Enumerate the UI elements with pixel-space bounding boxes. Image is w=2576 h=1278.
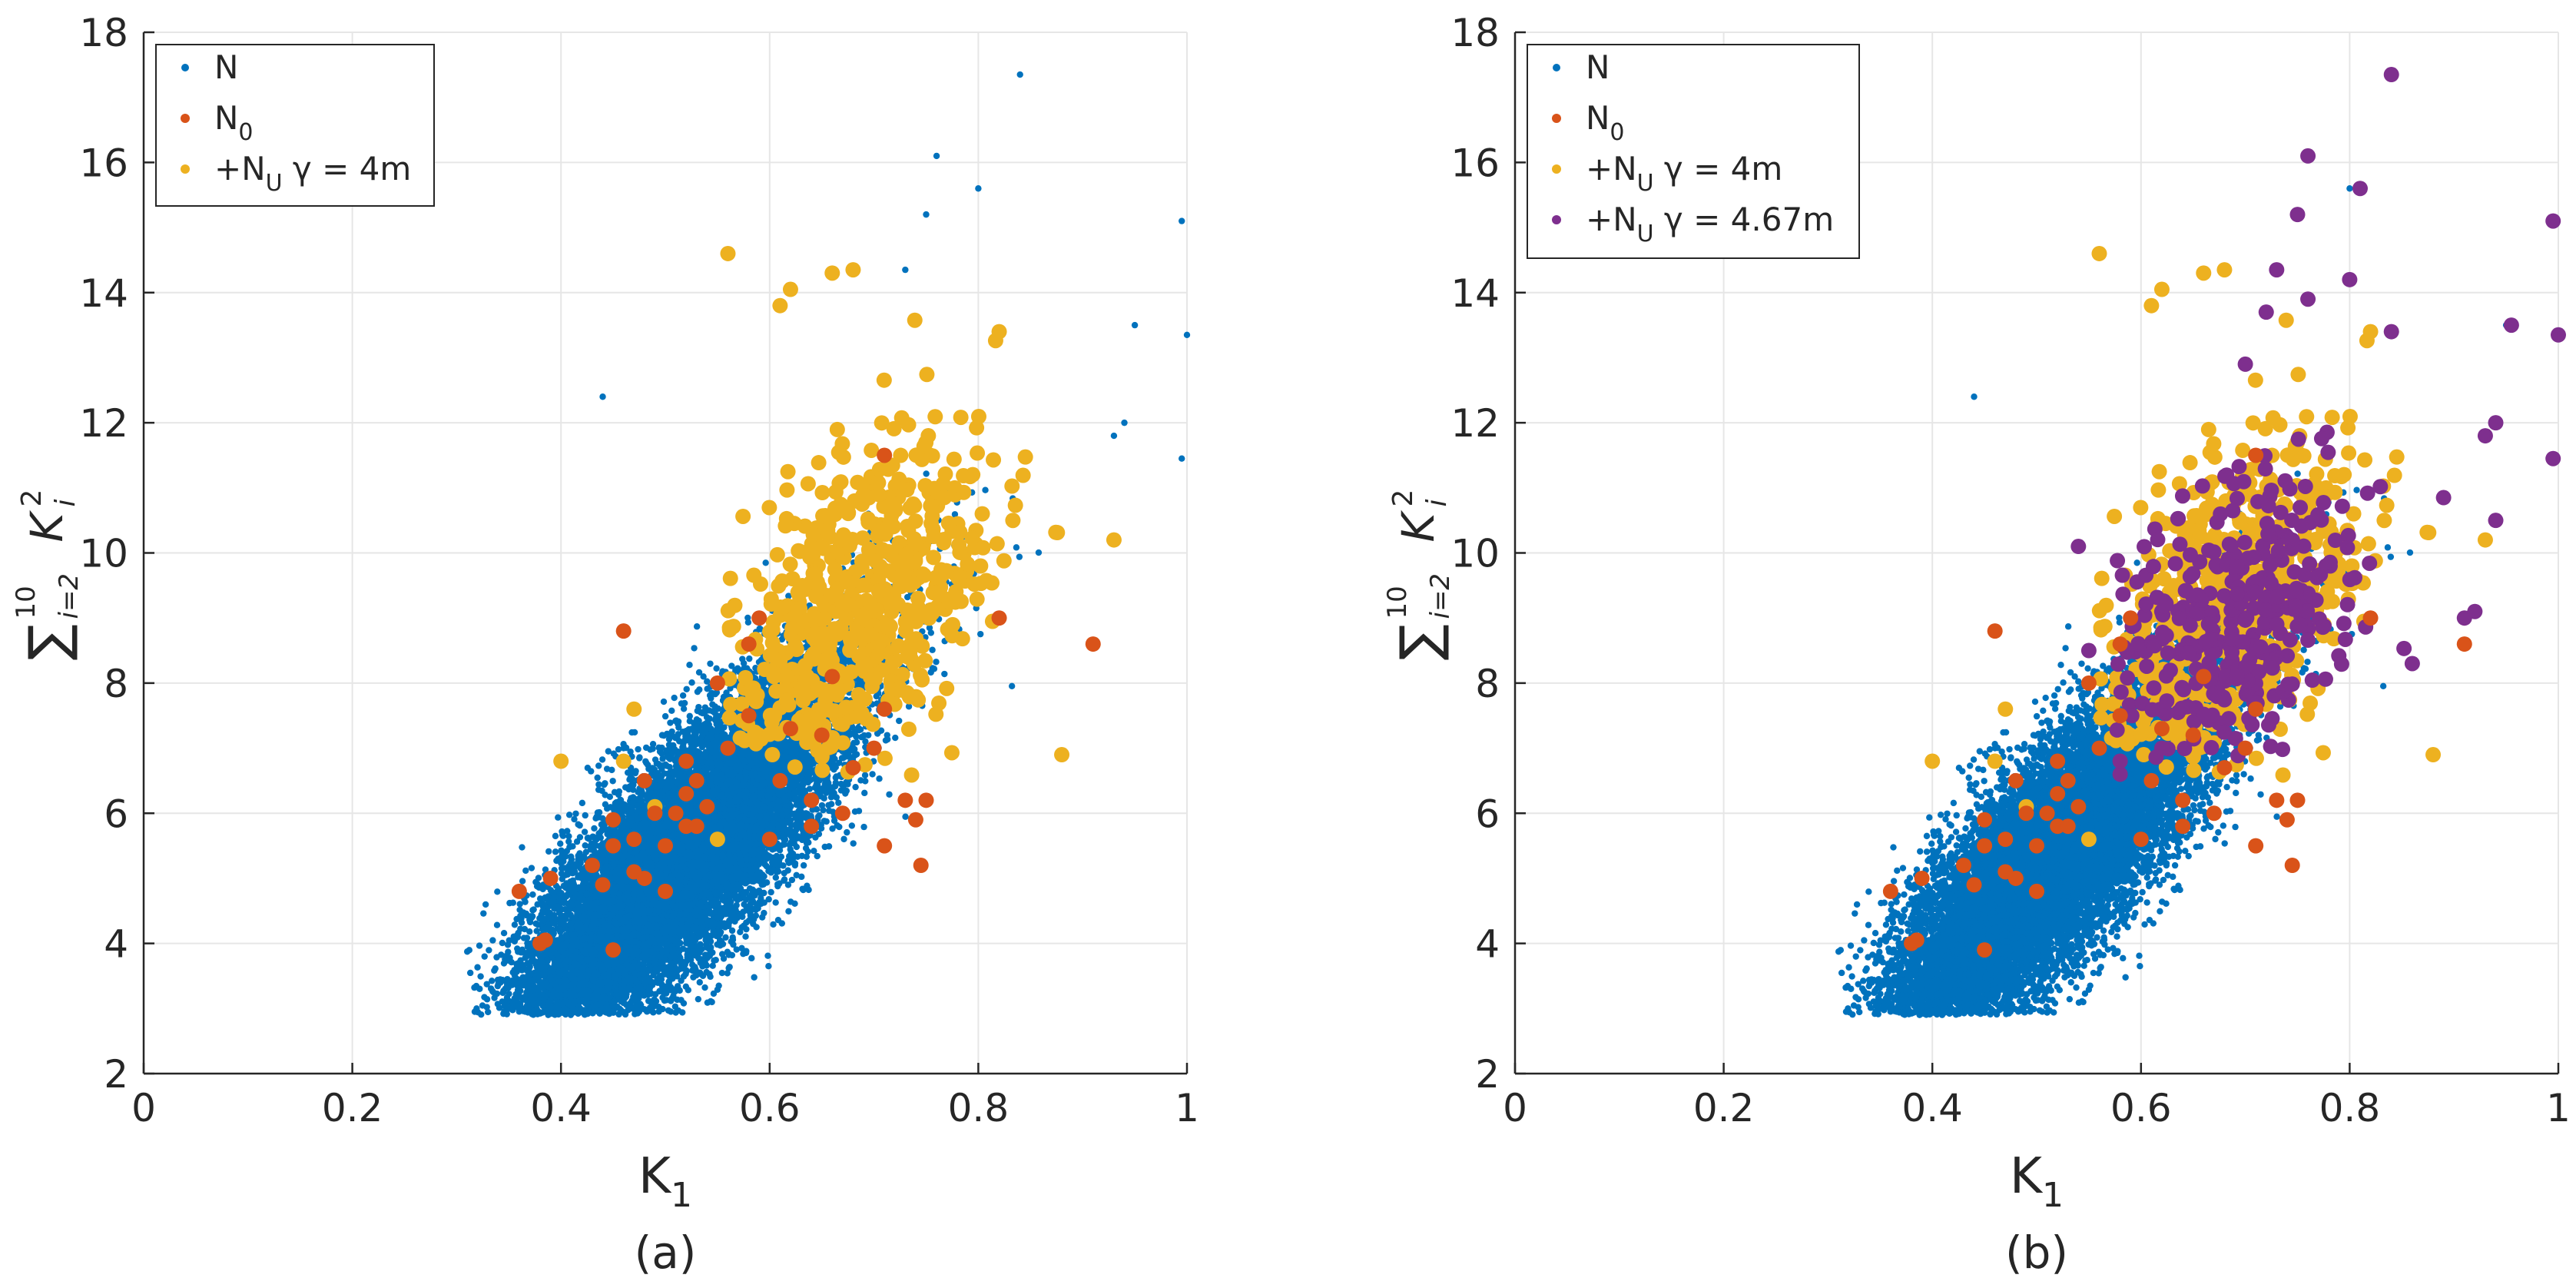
point-N <box>695 669 703 676</box>
point-N <box>821 818 828 825</box>
point-N <box>678 997 685 1004</box>
point-N <box>579 799 586 807</box>
point-N <box>609 778 616 785</box>
point-N <box>686 662 693 669</box>
point-N <box>481 953 488 960</box>
point-N <box>466 969 474 977</box>
point-N <box>785 908 792 915</box>
point-N <box>793 843 801 851</box>
point-N <box>772 874 779 881</box>
point-N <box>869 771 876 778</box>
point-N <box>896 717 903 725</box>
point-N <box>844 828 850 836</box>
point-N <box>886 791 893 798</box>
point-N <box>902 813 909 820</box>
point-N <box>696 979 703 986</box>
point-N <box>941 670 948 678</box>
point-N <box>552 848 559 855</box>
point-N <box>509 899 516 906</box>
point-N <box>499 939 506 947</box>
point-N <box>734 665 741 672</box>
point-N <box>693 623 701 630</box>
point-N <box>529 891 536 898</box>
point-N <box>681 699 688 707</box>
point-N <box>835 799 842 806</box>
point-N <box>722 934 729 941</box>
point-N <box>519 878 526 885</box>
point-N <box>772 899 779 906</box>
point-N <box>679 692 687 699</box>
point-N <box>594 774 601 782</box>
point-N <box>850 840 857 847</box>
point-N <box>482 901 489 908</box>
point-N <box>695 995 702 1003</box>
point-N <box>506 991 512 998</box>
point-N <box>493 921 501 928</box>
point-N <box>820 806 827 814</box>
point-N <box>526 928 533 935</box>
point-N <box>744 619 752 626</box>
point-N <box>582 812 588 819</box>
point-N <box>489 937 496 944</box>
point-N <box>568 853 575 860</box>
point-N <box>519 844 525 851</box>
point-N <box>1013 544 1020 551</box>
